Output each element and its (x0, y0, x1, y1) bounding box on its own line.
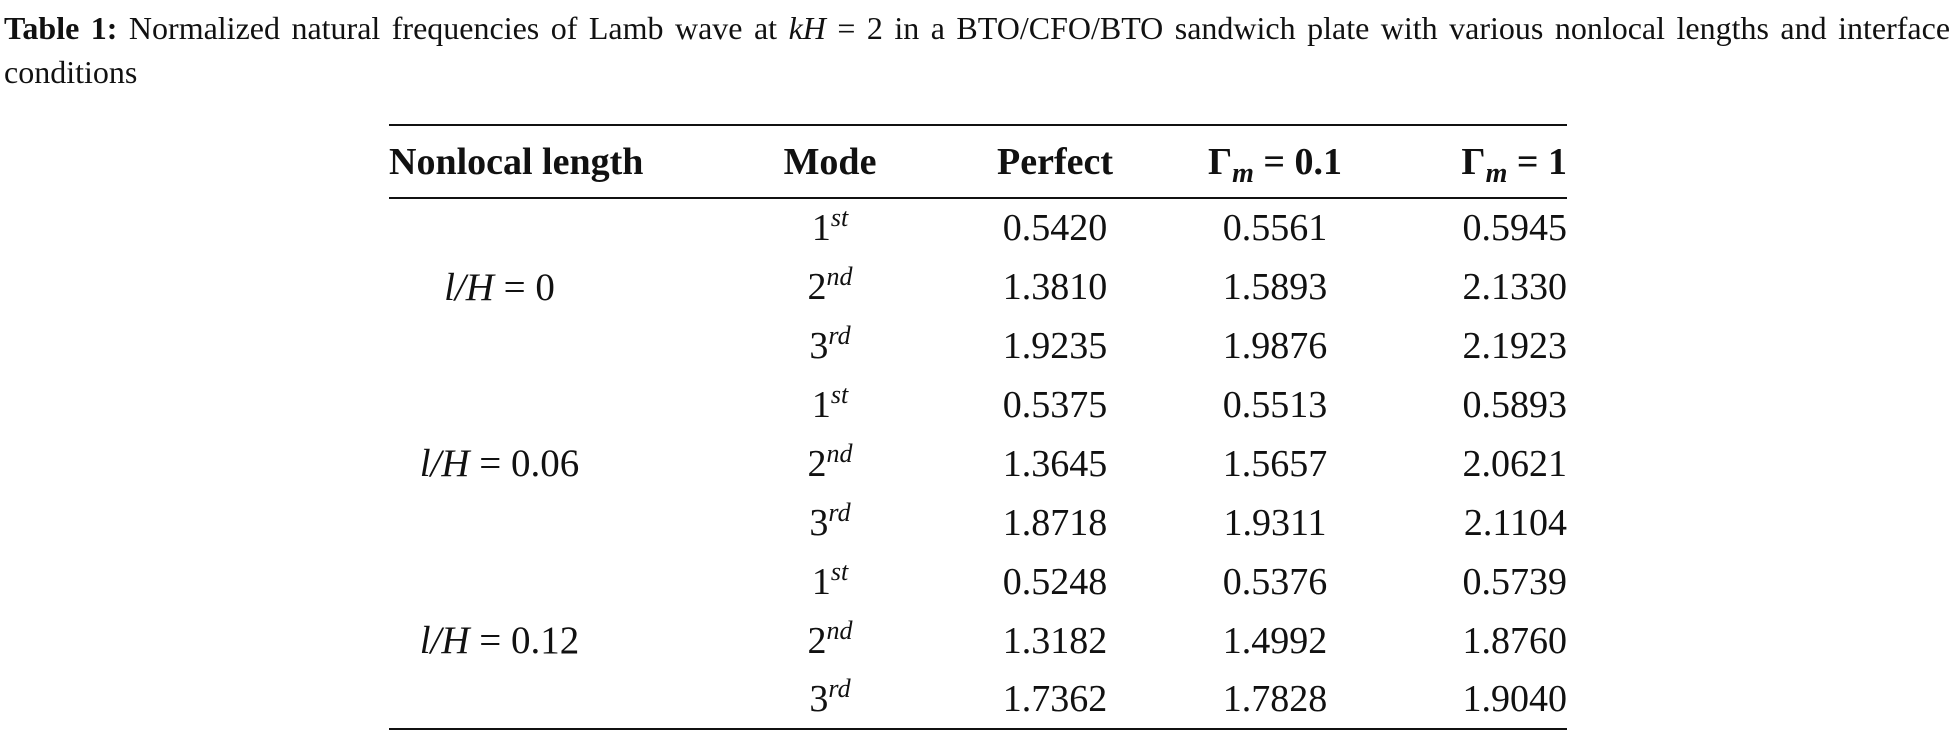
value-cell: 1.8718 (1002, 501, 1108, 544)
value-cell: 1.5893 (1222, 265, 1328, 308)
mode-suffix: st (830, 203, 849, 232)
table-body: l/H = 0 1st 0.5420 0.5561 0.5945 2nd 1.3810 1.5… (389, 198, 1567, 729)
mode-number: 3 (809, 324, 829, 367)
mode-number: 1 (811, 560, 831, 603)
header-cell: Mode (700, 125, 960, 198)
table-row: 2nd 1.3810 1.5893 2.1330 (389, 257, 1568, 316)
table-row: l/H = 0 1st 0.5420 0.5561 0.5945 (389, 198, 1568, 309)
group-label: l/H = 0 (389, 198, 700, 375)
header-cell: Perfect (960, 125, 1150, 198)
value-cell: 1.7828 (1222, 678, 1328, 720)
table-row: 3rd 1.8718 1.9311 2.1104 (389, 493, 1567, 552)
group-text: = 0.12 (469, 618, 580, 662)
value-cell: 2.1104 (1463, 501, 1567, 544)
value-cell: 0.5420 (1002, 207, 1108, 249)
table-row: 2nd 1.3182 1.4992 1.8760 (389, 611, 1568, 670)
mode-number: 3 (809, 678, 829, 720)
value-cell: 1.8760 (1462, 619, 1568, 662)
header-cell: Γm = 1 (1400, 125, 1567, 198)
value-cell: 0.5375 (1002, 383, 1108, 426)
value-cell: 1.9876 (1222, 324, 1328, 367)
header-text: Nonlocal length (389, 140, 644, 183)
value-cell: 0.5513 (1222, 383, 1328, 426)
group-label: l/H = 0.06 (389, 375, 700, 552)
header-subscript: m (1485, 157, 1508, 189)
mode-cell: 3rd (700, 670, 960, 729)
header-text: Mode (783, 140, 877, 183)
header-row: Nonlocal length Mode Perfect Γm = 0.1 Γm = 1 (389, 125, 1567, 198)
mode-suffix: nd (826, 615, 853, 645)
value-cell: 2.0621 (1462, 442, 1568, 485)
mode-cell: 1st (700, 552, 960, 611)
value-cell: 0.5945 (1462, 207, 1568, 249)
value-cell: 1.4992 (1222, 619, 1328, 662)
group-text: = 0 (493, 265, 555, 309)
group-variable: l/H (444, 265, 494, 309)
value-cell: 1.7362 (1002, 678, 1108, 720)
header-text: Perfect (997, 140, 1113, 183)
table-head: Nonlocal length Mode Perfect Γm = 0.1 Γm = 1 (389, 125, 1567, 198)
mode-cell: 2nd (700, 257, 960, 316)
mode-suffix: st (830, 556, 849, 586)
value-cell: 0.5739 (1462, 560, 1568, 603)
header-cell: Γm = 0.1 (1150, 125, 1400, 198)
value-cell: 1.5657 (1222, 442, 1328, 485)
data-table: Nonlocal length Mode Perfect Γm = 0.1 Γm = 1… (389, 124, 1567, 730)
value-cell: 1.3645 (1002, 442, 1108, 485)
value-cell: 0.5561 (1222, 207, 1328, 249)
table-row: l/H = 0.06 1st 0.5375 0.5513 0.5893 (389, 375, 1568, 485)
mode-suffix: st (830, 379, 849, 409)
mode-cell: 1st (700, 375, 960, 434)
caption-text: Normalized natural frequencies of Lamb w… (128, 10, 789, 46)
header-text: = 0.1 (1253, 140, 1343, 183)
header-cell: Nonlocal length (389, 125, 700, 198)
value-cell: 0.5893 (1462, 383, 1568, 426)
mode-suffix: rd (828, 674, 851, 703)
table-row: 2nd 1.3645 1.5657 2.0621 (389, 434, 1568, 493)
mode-number: 1 (811, 383, 831, 426)
value-cell: 2.1923 (1462, 324, 1568, 367)
header-symbol: Γ (1207, 140, 1233, 183)
mode-cell: 3rd (700, 316, 960, 375)
caption-math: kH (788, 10, 826, 46)
mode-cell: 1st (700, 198, 960, 257)
value-cell: 0.5376 (1222, 560, 1328, 603)
mode-cell: 2nd (700, 611, 960, 670)
mode-suffix: rd (828, 497, 851, 527)
mode-cell: 2nd (700, 434, 960, 493)
header-text: = 1 (1507, 140, 1567, 183)
value-cell: 1.3810 (1002, 265, 1108, 308)
table-row: 3rd 1.9235 1.9876 2.1923 (389, 316, 1567, 375)
mode-suffix: nd (826, 261, 853, 291)
mode-number: 1 (811, 207, 831, 249)
group-text: = 0.06 (469, 442, 580, 485)
group-variable: l/H (419, 618, 470, 662)
value-cell: 1.9311 (1223, 501, 1327, 544)
header-subscript: m (1232, 157, 1254, 189)
mode-number: 3 (809, 501, 829, 544)
value-cell: 1.3182 (1002, 619, 1108, 662)
value-cell: 2.1330 (1462, 265, 1568, 308)
table-row: 3rd 1.7362 1.7828 1.9040 (389, 670, 1567, 729)
caption: Table 1: Normalized natural frequencies … (4, 6, 1950, 94)
value-cell: 1.9040 (1462, 678, 1568, 720)
mode-number: 2 (807, 619, 827, 662)
group-label: l/H = 0.12 (389, 552, 700, 729)
mode-suffix: rd (828, 320, 851, 350)
value-cell: 0.5248 (1002, 560, 1108, 603)
caption-text: = 2 in a BTO/CFO/BTO sandwich plate with… (4, 10, 1951, 90)
mode-suffix: nd (826, 438, 853, 468)
mode-number: 2 (807, 442, 827, 485)
caption-label: Table 1: (4, 10, 118, 46)
value-cell: 1.9235 (1002, 324, 1108, 367)
table-row: l/H = 0.12 1st 0.5248 0.5376 0.5739 (389, 552, 1568, 662)
mode-number: 2 (807, 265, 827, 308)
group-variable: l/H (419, 442, 470, 485)
mode-cell: 3rd (700, 493, 960, 552)
header-symbol: Γ (1461, 140, 1486, 183)
